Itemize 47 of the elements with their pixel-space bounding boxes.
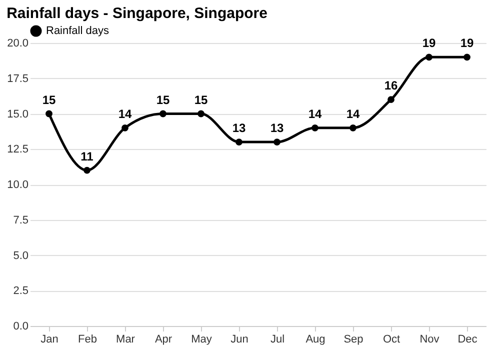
x-tick-label: Jul (270, 334, 285, 346)
point (464, 54, 470, 61)
x-tick-label: May (191, 334, 212, 346)
y-tick-label: 20.0 (7, 38, 28, 50)
y-tick-label: 7.5 (13, 214, 28, 226)
y-tick-label: 12.5 (7, 144, 28, 156)
data-label: 13 (232, 121, 246, 136)
y-tick-label: 0.0 (13, 320, 28, 332)
data-label: 16 (384, 78, 398, 93)
legend-label: Rainfall days (46, 25, 110, 37)
y-tick-label: 5.0 (13, 250, 28, 262)
x-tick-label: Nov (420, 334, 440, 346)
data-label: 19 (460, 36, 474, 50)
y-tick-label: 2.5 (13, 285, 28, 298)
point (46, 110, 52, 118)
data-label: 14 (118, 106, 132, 121)
data-label: 14 (346, 106, 360, 121)
point (84, 166, 90, 174)
data-label: 15 (42, 92, 56, 107)
data-label: 14 (308, 106, 322, 121)
point (426, 54, 432, 61)
point (350, 124, 356, 132)
point (236, 138, 242, 146)
point (122, 124, 128, 132)
data-label: 13 (270, 121, 284, 136)
x-tick-label: Oct (382, 334, 400, 346)
x-tick-label: Sep (344, 334, 364, 346)
y-tick-label: 15.0 (7, 108, 28, 120)
x-tick-label: Feb (78, 334, 97, 346)
x-tick-label: Jun (230, 334, 248, 346)
data-label: 19 (422, 36, 436, 50)
data-label: 15 (156, 92, 170, 107)
point (312, 124, 318, 132)
x-tick-label: Dec (458, 334, 478, 346)
data-label: 15 (194, 92, 208, 107)
x-tick-label: Apr (154, 334, 172, 346)
y-tick-label: 10.0 (7, 179, 28, 191)
x-tick-label: Mar (116, 334, 136, 346)
chart-title: Rainfall days - Singapore, Singapore (6, 5, 268, 22)
point (274, 138, 280, 146)
point (198, 110, 204, 118)
data-label: 11 (80, 149, 94, 164)
y-tick-label: 17.5 (7, 72, 28, 85)
point (160, 110, 166, 118)
point (388, 96, 394, 104)
x-tick-label: Jan (40, 334, 58, 346)
x-tick-label: Aug (306, 334, 326, 346)
